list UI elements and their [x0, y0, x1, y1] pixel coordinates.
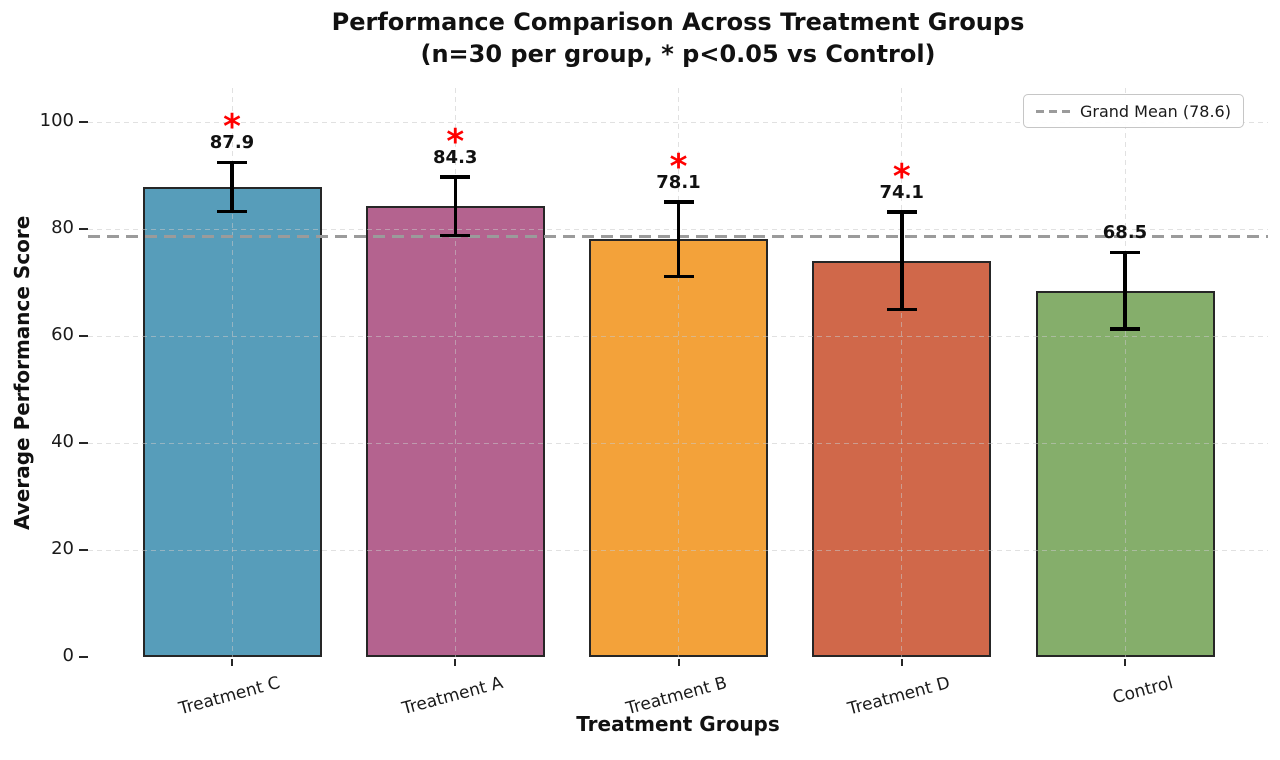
significance-marker-treatment-c: *	[223, 107, 241, 148]
x-axis-label: Treatment Groups	[576, 712, 780, 736]
y-tick-label-40: 40	[51, 431, 74, 453]
error-bar-line-treatment-c	[230, 162, 234, 212]
value-label-treatment-c: 87.9	[209, 132, 255, 154]
value-label-treatment-b: 78.1	[656, 171, 701, 193]
gridline-v-treatment-d	[901, 88, 903, 657]
error-bar-cap-top-control	[1110, 250, 1140, 255]
y-axis-label: Average Performance Score	[10, 215, 34, 530]
y-tick-mark-80	[79, 228, 88, 231]
gridline-v-treatment-c	[231, 88, 233, 657]
error-bar-line-treatment-b	[676, 201, 681, 277]
error-bar-cap-top-treatment-d	[886, 210, 917, 214]
significance-marker-treatment-a: *	[446, 121, 465, 162]
dashed-line-icon	[1036, 109, 1070, 113]
y-tick-mark-20	[79, 549, 88, 552]
y-tick-label-100: 100	[39, 110, 74, 132]
x-tick-mark-treatment-c	[231, 659, 233, 666]
gridline-v-control	[1124, 88, 1126, 657]
y-tick-mark-60	[79, 335, 88, 338]
chart-subtitle: (n=30 per group, * p<0.05 vs Control)	[420, 40, 936, 68]
error-bar-cap-bottom-treatment-d	[886, 307, 917, 312]
value-label-control: 68.5	[1102, 222, 1148, 244]
y-tick-mark-100	[79, 121, 88, 124]
error-bar-line-control	[1123, 252, 1127, 330]
chart-title: Performance Comparison Across Treatment …	[331, 8, 1025, 36]
error-bar-line-treatment-d	[900, 211, 904, 310]
y-tick-label-0: 0	[62, 645, 74, 666]
y-tick-mark-40	[79, 442, 88, 445]
x-tick-mark-treatment-b	[677, 659, 680, 666]
legend: Grand Mean (78.6)	[1023, 94, 1244, 128]
y-tick-label-80: 80	[51, 217, 74, 239]
x-tick-mark-control	[1124, 659, 1126, 666]
error-bar-line-treatment-a	[453, 176, 457, 236]
y-tick-label-60: 60	[51, 324, 74, 346]
error-bar-cap-top-treatment-c	[217, 160, 247, 165]
x-tick-mark-treatment-d	[900, 659, 903, 666]
title-block: Performance Comparison Across Treatment …	[78, 6, 1278, 70]
gridline-v-treatment-b	[678, 88, 679, 657]
value-label-treatment-d: 74.1	[879, 181, 924, 203]
gridline-v-treatment-a	[454, 88, 456, 657]
legend-label: Grand Mean (78.6)	[1080, 101, 1231, 121]
significance-marker-treatment-d: *	[892, 156, 911, 197]
error-bar-cap-bottom-treatment-c	[217, 209, 247, 214]
error-bar-cap-bottom-control	[1110, 327, 1140, 331]
y-tick-label-20: 20	[51, 538, 74, 560]
error-bar-cap-bottom-treatment-a	[440, 233, 471, 238]
value-label-treatment-a: 84.3	[433, 146, 478, 168]
y-tick-mark-0	[79, 656, 88, 658]
error-bar-cap-top-treatment-a	[440, 175, 471, 179]
significance-marker-treatment-b: *	[669, 146, 688, 187]
x-tick-mark-treatment-a	[454, 659, 457, 666]
error-bar-cap-bottom-treatment-b	[663, 274, 694, 279]
error-bar-cap-top-treatment-b	[663, 200, 694, 204]
